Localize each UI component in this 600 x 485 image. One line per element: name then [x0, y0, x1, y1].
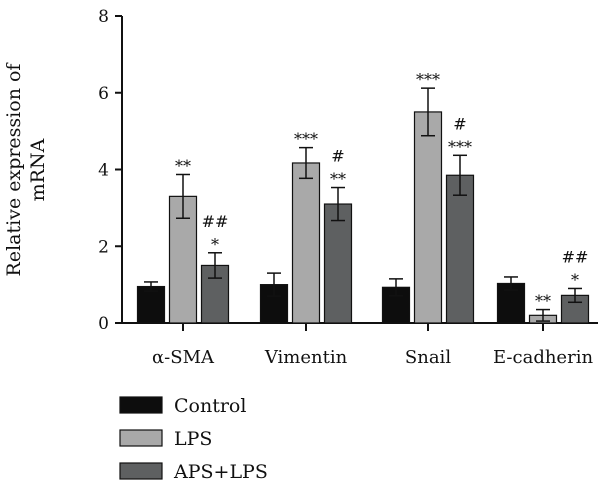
significance-label: *** — [294, 130, 318, 149]
significance-label: *** — [448, 137, 472, 156]
significance-label: *** — [416, 70, 440, 89]
significance-label: # — [331, 147, 344, 166]
y-tick-label: 4 — [98, 161, 109, 181]
significance-label: * — [571, 270, 579, 289]
y-tick-label: 0 — [98, 314, 109, 334]
axes: 0 2 4 6 8 Relative expression of mRNA α-SMA Vime… — [3, 7, 598, 368]
bar-0-0 — [136, 285, 166, 324]
y-tick-label: 2 — [98, 237, 109, 257]
y-axis-label: Relative expression of — [3, 62, 25, 277]
error-bars — [144, 87, 582, 322]
bar-1-1 — [291, 162, 321, 324]
bar-2-1 — [323, 203, 353, 324]
significance-annotations: ***********##**# ***#*## — [175, 70, 588, 310]
x-tick-label: α-SMA — [152, 347, 215, 368]
y-tick-label: 6 — [98, 84, 109, 104]
legend-swatch — [119, 429, 163, 447]
legend: Control LPS APS+LPS — [119, 395, 268, 483]
legend-label: LPS — [174, 428, 212, 450]
x-tick-label: E-cadherin — [493, 347, 593, 368]
x-tick-label: Vimentin — [264, 347, 348, 368]
x-tick-label: Snail — [405, 347, 451, 368]
legend-swatch — [119, 462, 163, 480]
legend-swatch — [119, 396, 163, 414]
legend-label: APS+LPS — [173, 461, 268, 483]
bar-2-2 — [445, 174, 475, 324]
significance-label: ## — [202, 212, 229, 231]
significance-label: # — [453, 114, 466, 133]
y-axis-label: mRNA — [27, 138, 49, 201]
significance-label: ** — [535, 292, 551, 311]
significance-label: ** — [175, 156, 191, 175]
significance-label: ## — [562, 247, 589, 266]
significance-label: ** — [330, 170, 346, 189]
y-tick-label: 8 — [98, 7, 109, 27]
significance-label: * — [211, 235, 219, 254]
legend-label: Control — [174, 395, 246, 417]
bar-1-2 — [413, 111, 443, 324]
bars — [136, 111, 590, 324]
